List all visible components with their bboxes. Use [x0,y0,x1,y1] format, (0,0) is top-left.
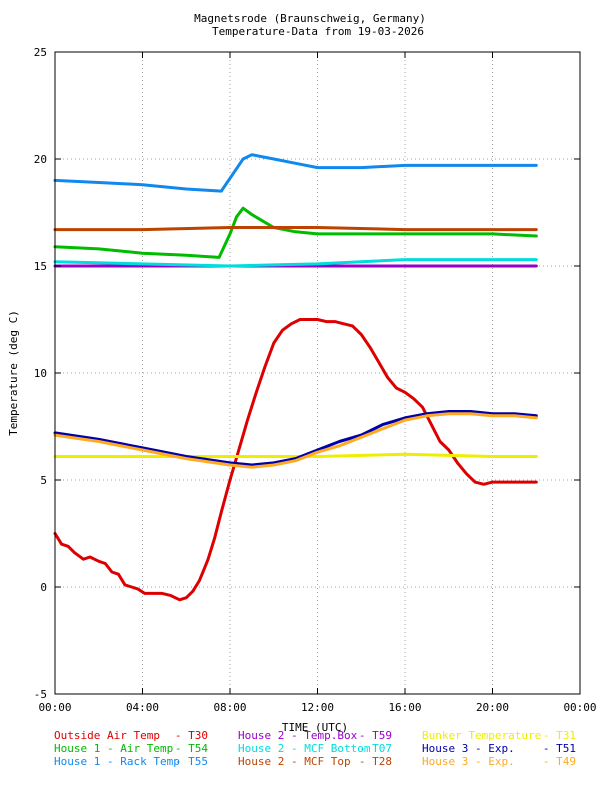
y-tick-label: 15 [34,260,47,273]
series-line-t49 [53,412,538,469]
legend-tag-t55: - T55 [175,755,208,768]
chart-title: Magnetsrode (Braunschweig, Germany) [194,12,426,25]
legend-label-t31: Bunker Temperature [422,729,541,742]
series-line-t07 [53,258,538,268]
series-line-t54 [53,206,538,259]
series-line-t31 [53,452,538,458]
series-line-t51 [53,410,538,467]
x-tick-label: 20:00 [476,701,509,714]
series-line-t30 [53,318,538,602]
series-lines [53,153,538,602]
y-tick-label: 0 [40,581,47,594]
legend-label-t07: House 2 - MCF Bottom [238,742,371,755]
y-tick-label: 10 [34,367,47,380]
legend-tag-t54: - T54 [175,742,208,755]
legend-tag-t51: - T51 [543,742,576,755]
legend-tag-t07: - T07 [359,742,392,755]
y-tick-label: 20 [34,153,47,166]
grid [55,52,580,694]
legend-label-t54: House 1 - Air Temp [54,742,173,755]
chart-subtitle: Temperature-Data from 19-03-2026 [212,25,424,38]
legend-label-t59: House 2 - Temp.Box [238,729,358,742]
x-tick-label: 00:00 [563,701,596,714]
y-tick-label: -5 [34,688,47,701]
legend-label-t55: House 1 - Rack Temp [54,755,180,768]
series-line-t55 [53,153,538,193]
legend-tag-t28: - T28 [359,755,392,768]
legend-label-t28: House 2 - MCF Top [238,755,351,768]
legend-label-t49: House 3 - Exp. [422,755,515,768]
legend-tag-t49: - T49 [543,755,576,768]
legend-label-t51: House 3 - Exp. [422,742,515,755]
y-axis-label: Temperature (deg C) [7,310,20,436]
legend-tag-t30: - T30 [175,729,208,742]
axis-ticks: 00:00 04:00 08:00 12:00 16:00 20:00 00:00-5051… [34,46,597,714]
x-tick-label: 08:00 [213,701,246,714]
x-tick-label: 12:00 [301,701,334,714]
x-tick-label: 00:00 [38,701,71,714]
x-tick-label: 04:00 [126,701,159,714]
legend-tag-t31: - T31 [543,729,576,742]
y-tick-label: 25 [34,46,47,59]
legend-label-t30: Outside Air Temp [54,729,160,742]
series-line-t28 [53,226,538,232]
legend-tag-t59: - T59 [359,729,392,742]
y-tick-label: 5 [40,474,47,487]
x-axis-label: TIME (UTC) [282,721,348,734]
x-tick-label: 16:00 [388,701,421,714]
